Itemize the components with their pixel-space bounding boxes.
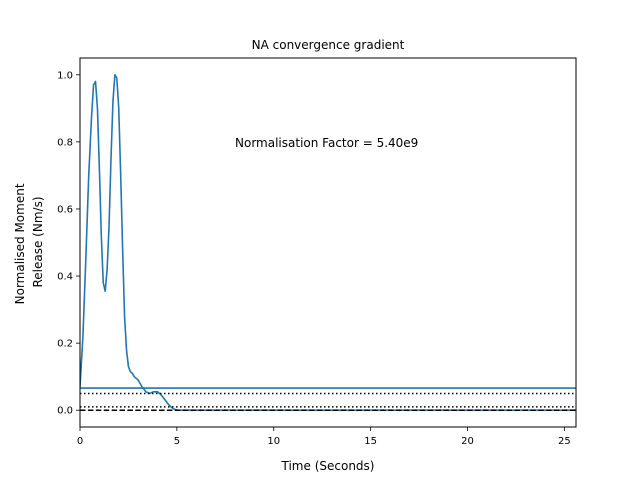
- plot-area: [80, 73, 576, 412]
- x-tick-label: 15: [364, 436, 377, 447]
- x-axis-ticks: 0 5 10 15 20 25: [77, 427, 571, 447]
- axes-frame: [79, 57, 577, 428]
- x-tick-label: 20: [461, 436, 474, 447]
- y-tick-label: 0.8: [57, 137, 73, 148]
- series-layer: [80, 73, 576, 412]
- chart-title: NA convergence gradient: [252, 38, 405, 52]
- x-axis-label: Time (Seconds): [281, 459, 375, 473]
- x-tick-label: 25: [558, 436, 571, 447]
- y-axis-label-line-2: Release (Nm/s): [31, 196, 45, 287]
- y-tick-label: 0.4: [57, 272, 73, 283]
- y-tick-label: 0.6: [57, 204, 73, 215]
- y-tick-label: 0.2: [57, 339, 73, 350]
- normalisation-annotation: Normalisation Factor = 5.40e9: [235, 136, 418, 150]
- x-tick-label: 10: [267, 436, 280, 447]
- y-tick-label: 0.0: [57, 406, 73, 417]
- y-axis-label: Normalised Moment Release (Nm/s): [13, 180, 45, 305]
- x-tick-label: 5: [174, 436, 180, 447]
- y-axis-ticks: 0.0 0.2 0.4 0.6 0.8 1.0: [57, 70, 80, 417]
- y-tick-label: 1.0: [57, 70, 73, 81]
- x-tick-label: 0: [77, 436, 83, 447]
- y-axis-label-line-1: Normalised Moment: [13, 183, 27, 304]
